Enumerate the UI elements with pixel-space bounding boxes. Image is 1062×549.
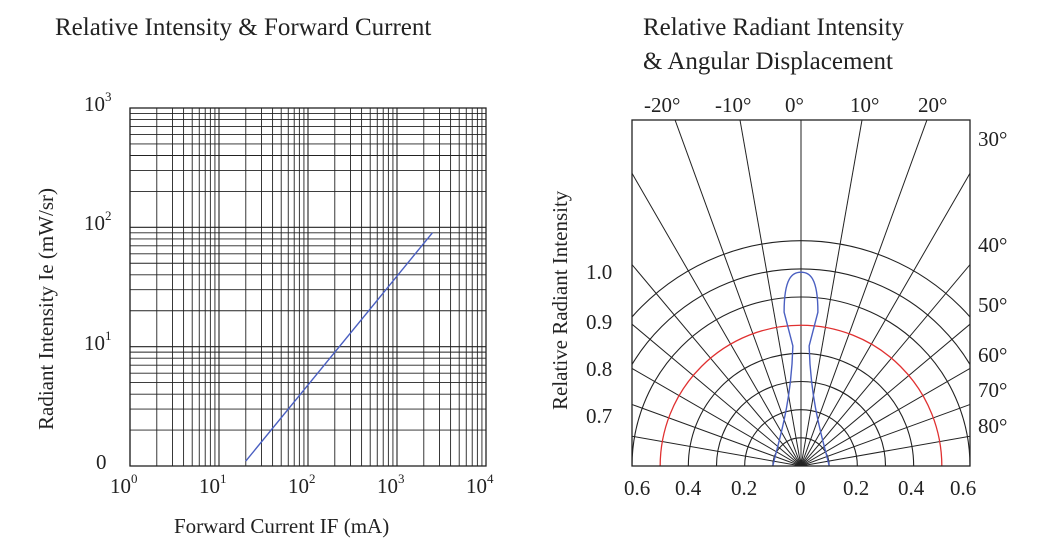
angle-label-right: 80° (978, 414, 1008, 438)
radial-line (632, 367, 802, 466)
radial-line (800, 172, 970, 466)
angle-label-top: -10° (715, 93, 752, 117)
left-chart-plot (129, 107, 487, 467)
angle-label-right: 60° (978, 343, 1008, 367)
arc-line (687, 352, 915, 466)
series-line (245, 232, 433, 462)
radial-line (632, 263, 802, 466)
plot-frame (129, 107, 487, 467)
radial-line (632, 403, 802, 466)
value-label-left: 0.7 (586, 404, 613, 428)
angle-label-top: -20° (644, 93, 681, 117)
x-tick-label: 0.4 (898, 476, 925, 500)
y-tick-label: 0 (96, 450, 107, 474)
intensity-curve (772, 271, 830, 467)
angle-label-right: 40° (978, 233, 1008, 257)
chart-title-line-1: Relative Radiant Intensity (643, 14, 905, 41)
arc-line (715, 381, 887, 466)
x-tick-label: 101 (199, 471, 227, 498)
angle-label-top: 0° (785, 93, 804, 117)
x-tick-label: 0.4 (675, 476, 702, 500)
value-label-left: 0.9 (586, 310, 613, 334)
radial-line (632, 172, 802, 466)
x-tick-label: 0 (795, 476, 806, 500)
arc-line (632, 296, 970, 466)
radial-line (632, 323, 802, 466)
x-tick-label: 103 (377, 471, 405, 498)
radial-line (800, 120, 928, 466)
forward-current-chart: Relative Intensity & Forward Current 0 10… (0, 0, 530, 549)
angle-label-right: 70° (978, 378, 1008, 402)
radial-line (800, 120, 863, 466)
radial-line (800, 323, 970, 466)
arc-line (744, 409, 858, 466)
x-tick-label: 100 (110, 471, 138, 498)
x-tick-label: 104 (466, 471, 494, 498)
x-tick-label: 102 (288, 471, 316, 498)
radial-line (800, 367, 970, 466)
angle-label-top: 10° (850, 93, 880, 117)
x-axis-label: Forward Current IF (mA) (174, 514, 390, 538)
radial-line (800, 263, 970, 466)
chart-title-line-2: & Angular Displacement (643, 48, 893, 75)
angle-label-top: 20° (918, 93, 948, 117)
y-tick-label: 103 (84, 89, 112, 116)
value-label-left: 1.0 (586, 260, 613, 284)
angle-label-right: 30° (978, 127, 1008, 151)
x-tick-label: 0.6 (624, 476, 651, 500)
radial-line (800, 435, 970, 466)
y-tick-label: 101 (84, 327, 112, 355)
y-tick-label: 102 (84, 208, 112, 236)
polar-grid (632, 120, 970, 466)
arc-line (632, 268, 970, 366)
chart-title: Relative Intensity & Forward Current (55, 14, 432, 41)
radial-line (739, 120, 802, 466)
angle-label-right: 50° (978, 293, 1008, 317)
radial-line (632, 435, 802, 466)
radial-line (674, 120, 802, 466)
plot-frame (631, 119, 971, 467)
radial-line (800, 403, 970, 466)
highlight-arc (659, 324, 943, 466)
x-tick-label: 0.2 (731, 476, 758, 500)
value-label-left: 0.8 (586, 357, 613, 381)
y-axis-label: Relative Radiant Intensity (548, 190, 572, 410)
x-tick-label: 0.6 (950, 476, 977, 500)
x-tick-label: 0.2 (843, 476, 870, 500)
